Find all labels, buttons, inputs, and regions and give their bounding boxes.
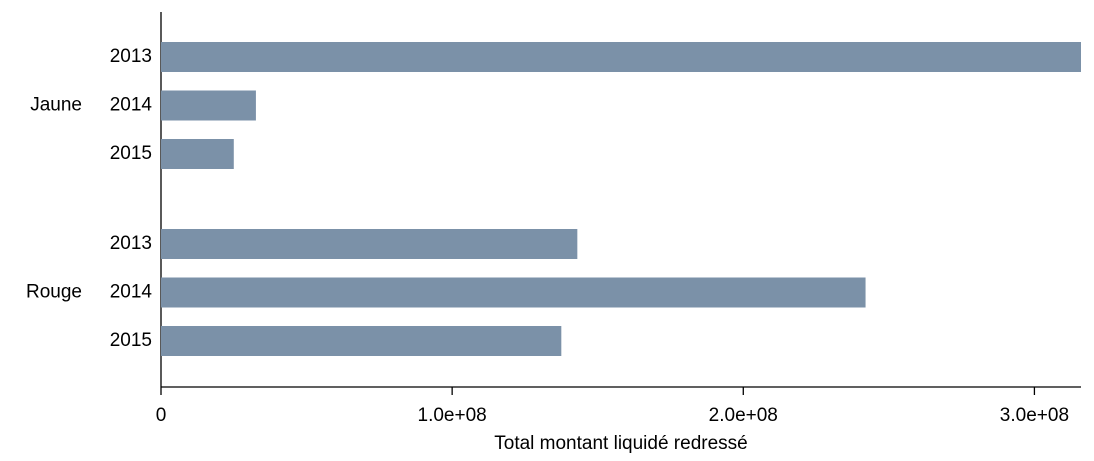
bar (161, 229, 578, 259)
y-tick-label: 2013 (110, 233, 152, 254)
bar (161, 326, 562, 356)
x-tick-label: 1.0e+08 (418, 405, 487, 426)
x-axis-label: Total montant liquidé redressé (494, 433, 747, 454)
x-tick-label: 3.0e+08 (1000, 405, 1069, 426)
x-tick-label: 0 (156, 405, 167, 426)
y-tick-label: 2014 (110, 95, 153, 116)
bar (161, 42, 1081, 72)
x-tick-label: 2.0e+08 (709, 405, 778, 426)
y-tick-label: 2013 (110, 46, 152, 67)
y-tick-label: 2014 (110, 282, 153, 303)
y-tick-label: 2015 (110, 143, 152, 164)
group-label: Jaune (30, 95, 82, 116)
bar (161, 90, 256, 121)
bar (161, 139, 234, 169)
y-tick-label: 2015 (110, 330, 152, 351)
group-label: Rouge (26, 282, 82, 303)
bar (161, 277, 866, 308)
